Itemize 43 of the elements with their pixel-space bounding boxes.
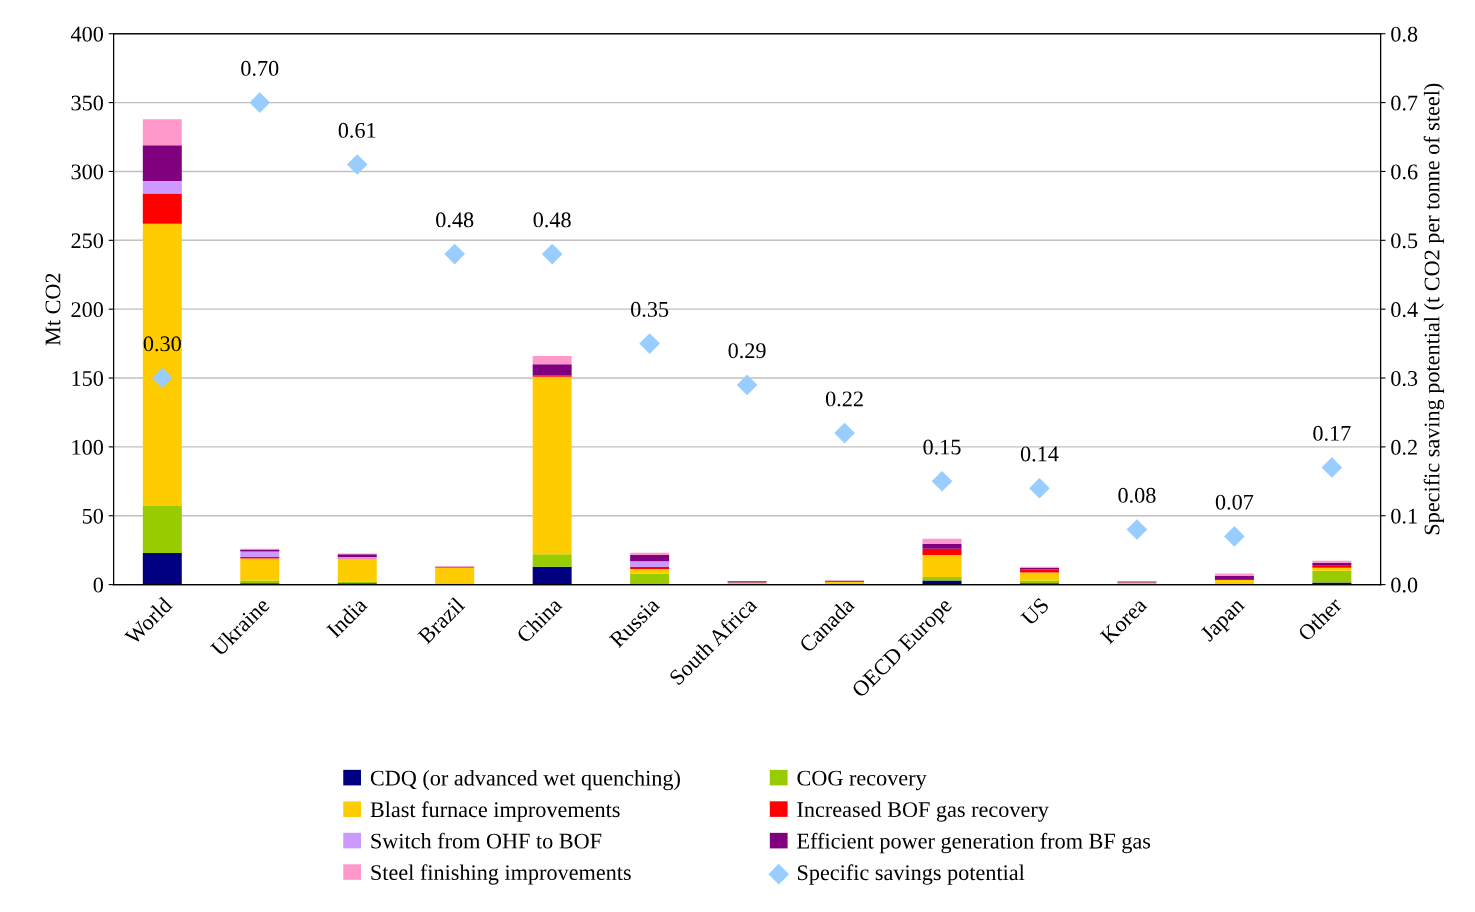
- y-tick-label: 200: [71, 302, 104, 318]
- data-label: 0.17: [1313, 425, 1351, 441]
- data-label: 0.15: [923, 439, 961, 455]
- y2-tick-label: 0.3: [1391, 370, 1418, 387]
- data-label: 0.35: [631, 301, 669, 317]
- y-tick-label: 150: [72, 370, 104, 386]
- legend-label: Increased BOF gas recovery: [797, 801, 1049, 822]
- y2-tick-label: 0.6: [1391, 164, 1418, 180]
- x-tick-label: US: [1020, 597, 1050, 627]
- y2-tick-label: 0.0: [1391, 577, 1418, 593]
- legend-label: Steel finishing improvements: [371, 864, 631, 885]
- y-tick-label: 100: [72, 439, 104, 455]
- legend-label: Blast furnace improvements: [370, 801, 620, 822]
- legend-label: Specific savings potential: [797, 864, 1025, 885]
- data-label: 0.07: [1215, 494, 1254, 510]
- y-tick-label: 350: [71, 95, 104, 111]
- y-tick-label: 400: [70, 26, 104, 42]
- x-tick-label: India: [325, 595, 369, 639]
- data-label: 0.48: [533, 212, 571, 228]
- data-label: 0.48: [436, 212, 474, 228]
- y2-tick-label: 0.1: [1391, 508, 1417, 524]
- y-axis-title: Mt CO2: [45, 273, 61, 346]
- y-tick-label: 0: [93, 577, 104, 593]
- legend-label: Efficient power generation from BF gas: [797, 832, 1151, 854]
- y-tick-label: 50: [82, 508, 104, 524]
- y2-axis-title: Specific saving potential (t CO2 per tonne of steel): [1423, 83, 1445, 535]
- data-label: 0.61: [338, 122, 376, 138]
- legend-label: Switch from OHF to BOF: [371, 832, 602, 849]
- y2-tick-label: 0.2: [1391, 439, 1417, 455]
- data-label: 0.29: [728, 343, 766, 359]
- legend-label: CDQ (or advanced wet quenching): [370, 769, 680, 791]
- y2-tick-label: 0.4: [1391, 302, 1418, 318]
- y-tick-label: 250: [71, 233, 104, 249]
- y2-tick-label: 0.5: [1391, 233, 1418, 249]
- data-label: 0.14: [1020, 446, 1059, 462]
- data-label: 0.70: [241, 60, 279, 76]
- y2-tick-label: 0.8: [1391, 26, 1418, 42]
- data-label: 0.22: [825, 391, 863, 407]
- y2-tick-label: 0.7: [1391, 95, 1418, 111]
- y-tick-label: 300: [71, 164, 104, 180]
- data-label: 0.08: [1118, 487, 1156, 503]
- legend-label: COG recovery: [797, 770, 927, 791]
- data-label: 0.30: [143, 336, 181, 352]
